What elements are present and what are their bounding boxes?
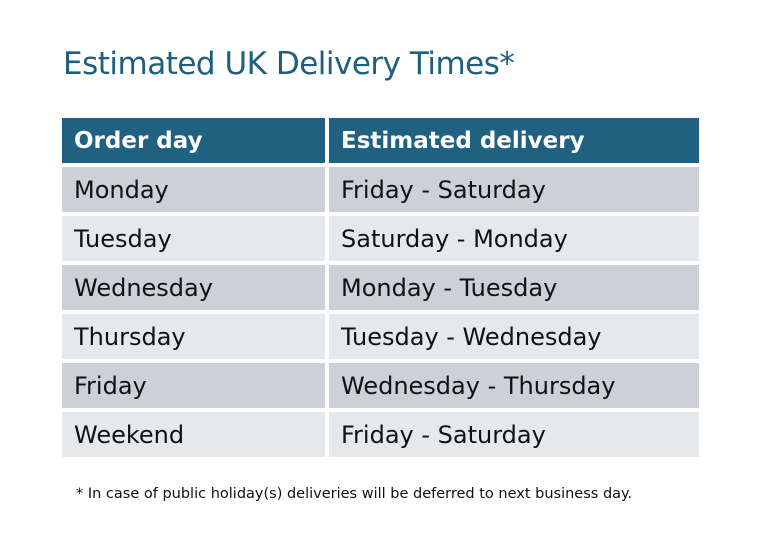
delivery-cell: Friday - Saturday (329, 412, 699, 457)
order-day-cell: Weekend (62, 412, 325, 457)
footnote: * In case of public holiday(s) deliverie… (76, 486, 633, 502)
table-row: Wednesday Monday - Tuesday (62, 265, 699, 310)
table-row: Thursday Tuesday - Wednesday (62, 314, 699, 359)
page-title: Estimated UK Delivery Times* (63, 46, 515, 82)
header-estimated-delivery: Estimated delivery (329, 118, 699, 163)
delivery-cell: Saturday - Monday (329, 216, 699, 261)
delivery-cell: Wednesday - Thursday (329, 363, 699, 408)
order-day-cell: Friday (62, 363, 325, 408)
delivery-cell: Friday - Saturday (329, 167, 699, 212)
table-row: Friday Wednesday - Thursday (62, 363, 699, 408)
delivery-times-table: Order day Estimated delivery Monday Frid… (58, 114, 703, 461)
order-day-cell: Wednesday (62, 265, 325, 310)
delivery-cell: Tuesday - Wednesday (329, 314, 699, 359)
delivery-cell: Monday - Tuesday (329, 265, 699, 310)
order-day-cell: Tuesday (62, 216, 325, 261)
table-header-row: Order day Estimated delivery (62, 118, 699, 163)
table-row: Tuesday Saturday - Monday (62, 216, 699, 261)
order-day-cell: Monday (62, 167, 325, 212)
header-order-day: Order day (62, 118, 325, 163)
table-row: Weekend Friday - Saturday (62, 412, 699, 457)
table-row: Monday Friday - Saturday (62, 167, 699, 212)
order-day-cell: Thursday (62, 314, 325, 359)
